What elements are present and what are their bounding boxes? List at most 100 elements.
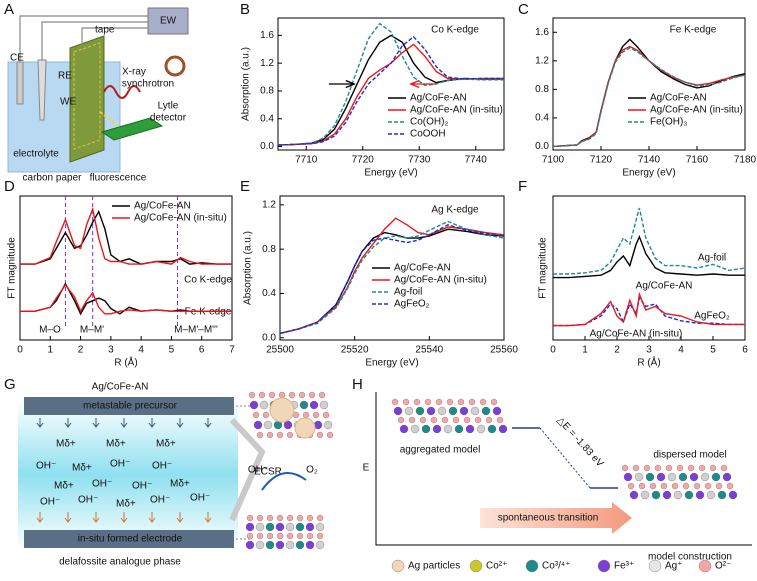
wires (19, 15, 148, 70)
legend-label: Fe(OH)₃ (650, 117, 687, 128)
atom (286, 431, 294, 439)
x-tick-label: 25560 (490, 345, 518, 356)
legend-label: Ag⁺ (665, 561, 683, 572)
y-axis-label: Absorption (a.u.) (241, 47, 252, 121)
diagram-label: Lytle (158, 101, 179, 112)
series-line (277, 22, 504, 146)
atom (726, 482, 734, 490)
ion-label: OH⁻ (150, 495, 170, 506)
atom (288, 391, 296, 399)
diagram-label: in-situ formed electrode (78, 534, 183, 545)
atom (296, 514, 304, 522)
ag-particle (294, 417, 316, 439)
legend-swatch (525, 559, 539, 573)
atom (459, 406, 469, 416)
atom (263, 420, 273, 430)
y-tick-label: 0.4 (535, 113, 549, 124)
atom (285, 540, 295, 550)
diagram-label: electrolyte (13, 149, 59, 160)
atom (249, 400, 259, 410)
diagram-label: carbon paper (23, 173, 83, 184)
atom (275, 522, 285, 532)
atom (715, 482, 723, 490)
atom (322, 411, 330, 419)
y-tick-label: 0.4 (260, 113, 274, 124)
diagram-label: CE (10, 53, 24, 64)
panel-label: A (4, 1, 14, 18)
atom (645, 472, 655, 482)
atom (654, 464, 662, 472)
diagram-label: OH⁻ (248, 465, 268, 476)
x-tick-label: 7720 (352, 155, 375, 166)
x-tick-label: 7 (229, 345, 235, 356)
y-tick-label: 0.0 (260, 141, 274, 152)
atom (391, 398, 399, 406)
ion-label: Mδ+ (106, 439, 126, 450)
atom (255, 522, 265, 532)
atom (468, 398, 476, 406)
diagram-label: dispersed model (653, 450, 726, 461)
synchrotron-coil (164, 55, 186, 77)
atom (700, 472, 710, 482)
flow-arrow (64, 418, 72, 428)
x-tick-label: 25520 (341, 345, 369, 356)
atom (262, 411, 270, 419)
atom (476, 424, 486, 434)
atom (676, 464, 684, 472)
atom (283, 420, 293, 430)
series-line (20, 283, 232, 315)
legend-label: Ag particles (408, 561, 460, 572)
legend-label: Co(OH)₂ (410, 117, 448, 128)
y-tick-label: 1.2 (260, 58, 274, 69)
y-tick-label: 1.6 (260, 30, 274, 41)
flow-arrow (120, 418, 128, 428)
legend-label: Ag/CoFe-AN (134, 201, 191, 212)
atom (706, 490, 716, 500)
atom (315, 522, 325, 532)
arrow (409, 79, 437, 89)
atom (437, 406, 447, 416)
y-tick-label: 0.4 (262, 288, 276, 299)
atom (640, 490, 650, 500)
legend-label: Ag-foil (394, 287, 422, 298)
diagram-label: EW (160, 16, 177, 27)
chart-title: Fe K-edge (670, 25, 717, 36)
legend-label: Ag/CoFe-AN (in-situ) (590, 329, 683, 340)
atom (454, 424, 464, 434)
annotation: M–M' (80, 325, 104, 336)
atom (629, 490, 639, 500)
ion-label: OH⁻ (110, 459, 130, 470)
atom (245, 540, 255, 550)
legend-label: Ag/CoFe-AN (in-situ) (134, 213, 227, 224)
atom (704, 482, 712, 490)
atom (728, 490, 738, 500)
x-tick-label: 25540 (415, 345, 443, 356)
atom (266, 532, 274, 540)
x-tick-label: 4 (138, 345, 144, 356)
atom (443, 424, 453, 434)
atom (308, 391, 316, 399)
atom (463, 416, 471, 424)
y-axis-label: FT magnitude (7, 237, 18, 299)
legend-label: AgFeO₂ (694, 311, 730, 322)
electrode-bar (24, 530, 234, 548)
atom (689, 472, 699, 482)
y-axis-label: Absorption (a.u.) (243, 231, 254, 305)
series-line (277, 43, 504, 146)
atom (408, 416, 416, 424)
atom (419, 416, 427, 424)
atom (305, 522, 315, 532)
atom (295, 522, 305, 532)
atom (457, 398, 465, 406)
panel-label: G (4, 376, 16, 393)
atom (306, 514, 314, 522)
y-tick-label: 1.2 (535, 55, 549, 66)
x-tick-label: 4 (678, 345, 684, 356)
atom (632, 464, 640, 472)
atom (404, 406, 414, 416)
ion-label: Mδ+ (54, 481, 74, 492)
diagram-label: O₂ (306, 465, 318, 476)
atom (452, 416, 460, 424)
x-tick-label: 7120 (590, 155, 613, 166)
x-tick-label: 7160 (686, 155, 709, 166)
